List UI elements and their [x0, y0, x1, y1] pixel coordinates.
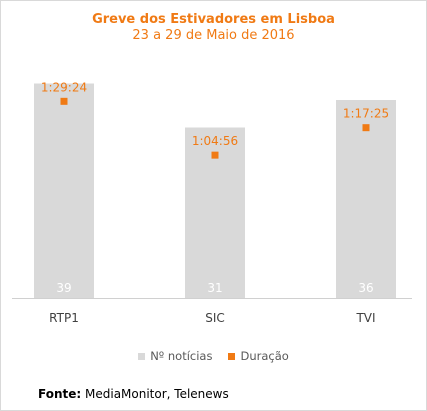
legend-swatch-bars: [138, 352, 146, 360]
bar-tvi: [336, 100, 396, 298]
source-label: Fonte:: [38, 387, 82, 401]
chart-legend: Nº notícias Duração: [0, 349, 427, 363]
source-note: Fonte: MediaMonitor, Telenews: [38, 387, 229, 401]
bar-label-sic: 31: [207, 281, 222, 295]
legend-item-bars: Nº notícias: [138, 349, 212, 363]
source-text: MediaMonitor, Telenews: [85, 387, 229, 401]
legend-swatch-markers: [228, 352, 236, 360]
duration-label-sic: 1:04:56: [192, 134, 238, 148]
chart-title: Greve dos Estivadores em Lisboa: [92, 12, 335, 27]
duration-marker-sic: [211, 151, 219, 159]
duration-marker-tvi: [362, 124, 370, 132]
bar-label-tvi: 36: [358, 281, 373, 295]
legend-label-bars: Nº notícias: [150, 349, 213, 363]
legend-label-markers: Duração: [240, 349, 289, 363]
bar-label-rtp1: 39: [56, 281, 71, 295]
x-tick-label-sic: SIC: [205, 311, 225, 325]
x-tick-label-rtp1: RTP1: [49, 311, 79, 325]
duration-label-tvi: 1:17:25: [343, 107, 389, 121]
legend-item-markers: Duração: [228, 349, 289, 363]
bar-rtp1: [34, 83, 94, 298]
chart-subtitle: 23 a 29 de Maio de 2016: [132, 28, 295, 43]
x-tick-label-tvi: TVI: [355, 311, 375, 325]
duration-marker-rtp1: [60, 97, 68, 105]
duration-label-rtp1: 1:29:24: [41, 80, 87, 94]
